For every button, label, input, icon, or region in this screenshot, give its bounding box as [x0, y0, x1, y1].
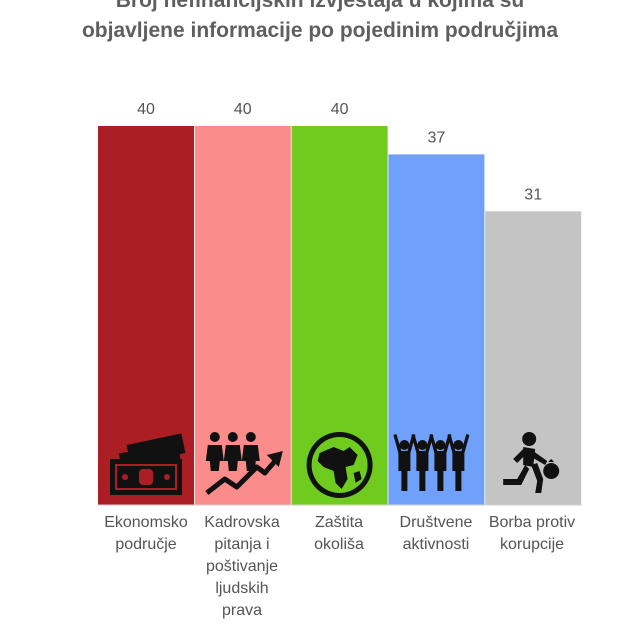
- chart-title-line-2: objavljene informacije po pojedinim podr…: [81, 19, 559, 42]
- people-growth-icon: [205, 432, 283, 495]
- value-label-1: 40: [137, 101, 155, 118]
- value-label-4: 37: [428, 129, 446, 146]
- category-label-anticorruption: Borba protiv korupcije: [488, 514, 576, 553]
- thief-icon: [503, 432, 560, 493]
- bar-2: [194, 126, 291, 505]
- category-label-environment: Zaštita okoliša: [314, 514, 364, 553]
- value-label-3: 40: [331, 101, 349, 118]
- money-icon: [110, 433, 186, 495]
- category-label-hr: Kadrovska pitanja i poštivanje ljudskih …: [204, 514, 280, 619]
- crowd-icon: [393, 434, 470, 491]
- globe-icon: [306, 432, 373, 498]
- category-label-economy: Ekonomsko područje: [104, 514, 188, 553]
- value-label-2: 40: [234, 101, 252, 118]
- category-label-social: Društvene aktivnosti: [399, 514, 473, 553]
- value-label-5: 31: [524, 186, 542, 203]
- chart-title-line-1: Broj nefinancijskih izvještaja u kojima …: [115, 0, 525, 12]
